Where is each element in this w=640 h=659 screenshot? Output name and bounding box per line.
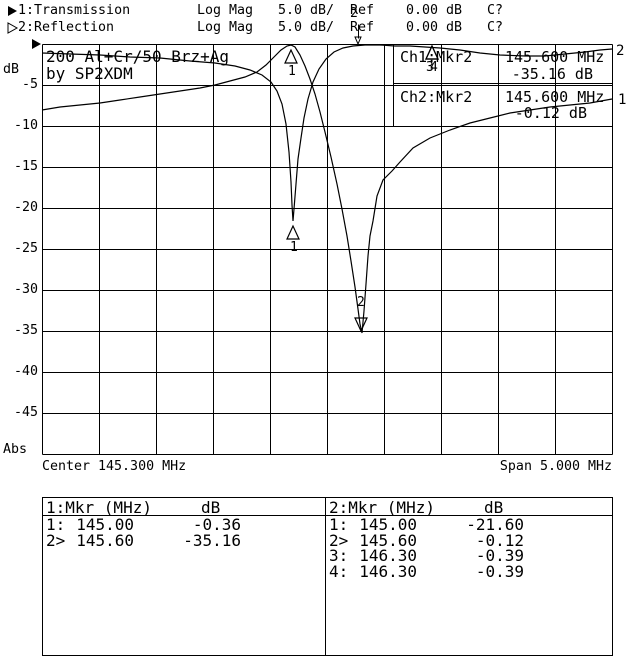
readout-ch2-value: -0.12 dB	[514, 104, 587, 122]
marker-row-value: -21.60	[466, 515, 524, 534]
ch2-cal-status: C?	[487, 20, 504, 35]
ch2-measurement[interactable]: 2:Reflection	[18, 20, 115, 35]
readout-ch1-frequency: 145.600 MHz	[505, 48, 605, 66]
table1-header: 1:Mkr (MHz)	[46, 498, 152, 517]
table1-header-rule	[43, 515, 325, 516]
marker-row-value: -35.16	[183, 530, 241, 550]
marker-row-value: -0.12	[475, 530, 524, 550]
trace-reflection	[41, 44, 613, 222]
ch1-ref-value[interactable]: 0.00 dB	[406, 3, 463, 18]
trace2-end-label: 2	[616, 43, 625, 59]
marker-row-frequency: 145.60	[359, 530, 417, 550]
y-axis-unit-label: dB	[3, 62, 20, 77]
y-tick-label: -45	[13, 405, 38, 420]
marker-row-id: 3:	[329, 546, 349, 565]
y-tick-label: -20	[13, 200, 38, 215]
marker-1-number: 1	[288, 64, 296, 79]
marker-1-triangle-icon[interactable]	[286, 224, 300, 240]
table2-header: 2:Mkr (MHz)	[329, 498, 435, 517]
ch2-scale[interactable]: 5.0 dB/	[278, 20, 335, 35]
trace1-end-label: 1	[618, 92, 627, 108]
marker-row-frequency: 145.00	[359, 515, 417, 534]
marker-2-number: 2	[357, 295, 365, 310]
marker-4-number: 4	[430, 60, 438, 75]
center-frequency[interactable]: Center 145.300 MHz	[42, 459, 187, 474]
ch1-cal-status: C?	[487, 3, 504, 18]
table1-unit-header: dB	[201, 498, 221, 517]
y-tick-label: -25	[13, 241, 38, 256]
y-tick-label: -40	[13, 364, 38, 379]
ch1-scale[interactable]: 5.0 dB/	[278, 3, 335, 18]
readout-ch1-value: -35.16 dB	[511, 65, 593, 83]
user-title-line1: 200 Al+Cr/50 Brz+Ag	[46, 47, 230, 66]
readout-ch1-marker: Ch1:Mkr2	[400, 48, 473, 66]
marker-row-id: 2>	[329, 530, 349, 550]
marker-row-value: -0.39	[475, 546, 524, 565]
marker-row-id: 4:	[329, 561, 349, 581]
marker-3-number: 3	[426, 60, 434, 75]
readout-ch2-frequency: 145.600 MHz	[505, 88, 605, 106]
y-tick-label: -5	[21, 77, 38, 92]
ch1-marker-table: 1:Mkr (MHz) dB 1: 145.00 -0.36 2> 145.60 -35.…	[42, 497, 326, 656]
marker-row-id: 1:	[46, 515, 66, 534]
ch1-measurement[interactable]: 1:Transmission	[18, 3, 131, 18]
marker-1-triangle-icon[interactable]	[284, 48, 298, 64]
marker-2-number: 2	[350, 6, 358, 21]
readout-ch2-marker: Ch2:Mkr2	[400, 88, 473, 106]
ch2-format[interactable]: Log Mag	[197, 20, 254, 35]
marker-row-id: 2>	[46, 530, 66, 550]
table2-unit-header: dB	[484, 498, 504, 517]
ch1-ref-label: Ref	[350, 3, 375, 18]
y-tick-label: -10	[13, 118, 38, 133]
y-axis-abs-label: Abs	[3, 442, 28, 457]
marker-row-frequency: 145.60	[76, 530, 134, 550]
trace-transmission	[41, 44, 613, 334]
marker-row-value: -0.39	[475, 561, 524, 581]
ch1-format[interactable]: Log Mag	[197, 3, 254, 18]
ref-level-arrow-icon	[32, 39, 41, 49]
table2-header-rule	[326, 515, 612, 516]
ch2-ref-value[interactable]: 0.00 dB	[406, 20, 463, 35]
marker-2-flag-icon[interactable]	[354, 36, 362, 46]
span-frequency[interactable]: Span 5.000 MHz	[499, 459, 612, 474]
marker-2-triangle-icon[interactable]	[354, 317, 368, 333]
marker-row-value: -0.36	[192, 515, 241, 534]
ch2-ref-label: Ref	[350, 20, 375, 35]
y-tick-label: -35	[13, 323, 38, 338]
y-tick-label: -15	[13, 159, 38, 174]
marker-row-frequency: 145.00	[76, 515, 134, 534]
y-tick-label: -30	[13, 282, 38, 297]
marker-1-number: 1	[290, 240, 298, 255]
marker-row-id: 1:	[329, 515, 349, 534]
channel-indicators	[7, 6, 19, 34]
ch2-marker-table: 2:Mkr (MHz) dB 1: 145.00 -21.60 2> 145.60 -0.…	[325, 497, 613, 656]
marker-row-frequency: 146.30	[359, 546, 417, 565]
channel1-active-icon	[8, 6, 17, 16]
marker-row-frequency: 146.30	[359, 561, 417, 581]
channel2-active-icon	[7, 22, 19, 34]
marker-4-triangle-icon[interactable]	[425, 44, 439, 60]
user-title-line2: by SP2XDM	[46, 64, 133, 83]
